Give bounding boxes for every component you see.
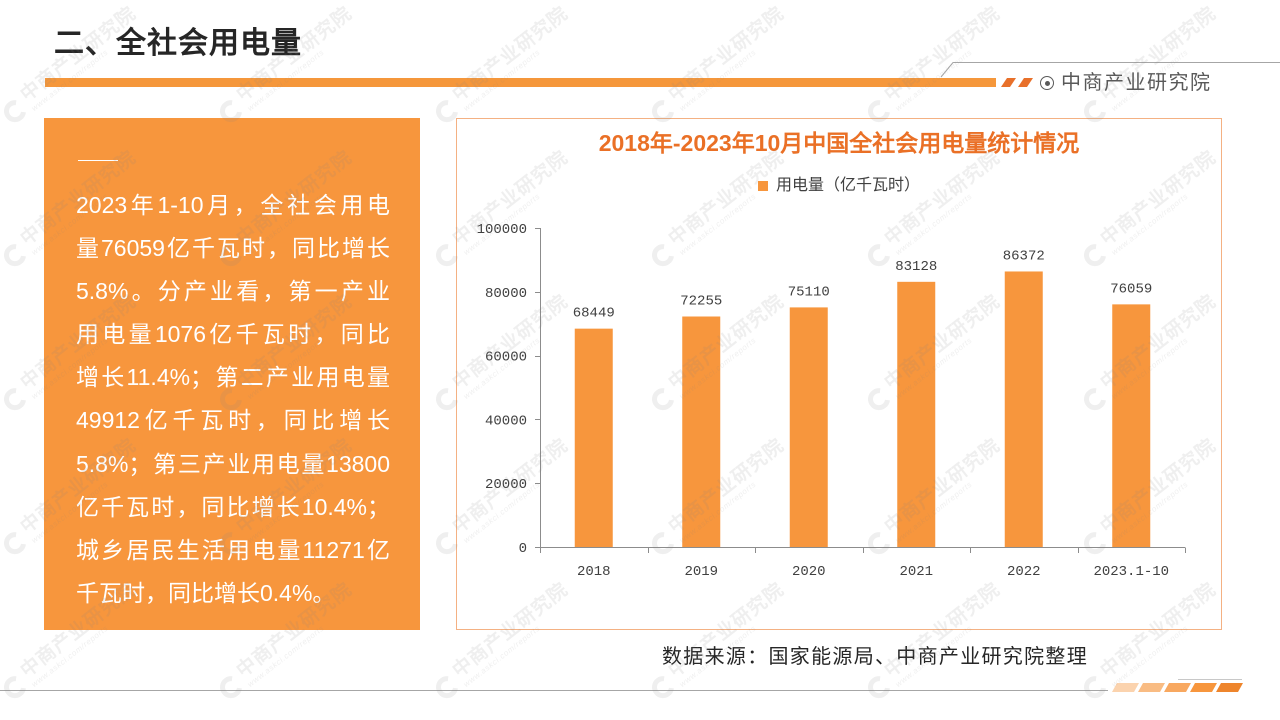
summary-panel: 2023年1-10月，全社会用电 量76059亿千瓦时，同比增长 5.8%。分产… xyxy=(44,118,420,630)
circle-dot-icon xyxy=(1040,76,1054,90)
footer-slash-mark xyxy=(1138,683,1165,692)
bar xyxy=(789,307,828,547)
y-tick-label: 60000 xyxy=(485,350,527,366)
brand-logo: 中商产业研究院 xyxy=(1040,70,1212,96)
data-label: 76059 xyxy=(1110,281,1152,297)
summary-line: 49912亿千瓦时，同比增长 xyxy=(76,407,390,434)
y-tick-label: 20000 xyxy=(485,477,527,493)
data-label: 83128 xyxy=(895,259,937,275)
footer-slash-mark xyxy=(1112,683,1139,692)
data-label: 68449 xyxy=(573,306,615,322)
footer-slash-mark xyxy=(1216,683,1243,692)
header-accent-bar xyxy=(45,78,996,87)
header-corner-line xyxy=(940,62,1280,78)
bar xyxy=(1112,304,1151,547)
summary-divider xyxy=(78,160,118,161)
x-tick-label: 2021 xyxy=(899,564,933,580)
header-slash-mark xyxy=(1018,78,1033,87)
y-tick-label: 100000 xyxy=(477,222,527,238)
bar xyxy=(1004,271,1043,547)
y-tick-label: 80000 xyxy=(485,286,527,302)
summary-text: 2023年1-10月，全社会用电 量76059亿千瓦时，同比增长 5.8%。分产… xyxy=(76,184,390,615)
chart-panel: 2018年-2023年10月中国全社会用电量统计情况 用电量（亿千瓦时） 684… xyxy=(456,118,1222,630)
legend-label: 用电量（亿千瓦时） xyxy=(775,177,920,194)
summary-line: 增长11.4%；第二产业用电量 xyxy=(76,364,390,391)
source-note: 数据来源：国家能源局、中商产业研究院整理 xyxy=(662,646,1088,668)
chart-legend: 用电量（亿千瓦时） xyxy=(457,175,1221,197)
data-label: 86372 xyxy=(1003,248,1045,264)
y-tick-label: 0 xyxy=(519,541,527,557)
summary-line: 亿千瓦时，同比增长10.4%； xyxy=(76,493,390,520)
summary-line: 2023年1-10月，全社会用电 xyxy=(76,192,390,218)
summary-line: 城乡居民生活用电量11271亿 xyxy=(76,536,390,563)
bars xyxy=(574,271,1151,547)
summary-line: 5.8%。分产业看，第一产业 xyxy=(76,278,390,305)
data-label: 75110 xyxy=(788,284,830,300)
header-slash-mark xyxy=(1001,78,1016,87)
bar-chart: 68449 2018 72255 2019 75110 2020 83128 2021 8637… xyxy=(477,222,1186,580)
page-title: 二、全社会用电量 xyxy=(54,27,302,60)
summary-line: 用电量1076亿千瓦时，同比 xyxy=(76,321,390,348)
summary-line: 量76059亿千瓦时，同比增长 xyxy=(76,235,390,262)
brand-name: 中商产业研究院 xyxy=(1061,72,1212,94)
chart-title: 2018年-2023年10月中国全社会用电量统计情况 xyxy=(598,130,1080,156)
x-tick-label: 2022 xyxy=(1007,564,1041,580)
bar xyxy=(682,316,721,547)
y-tick-label: 40000 xyxy=(485,413,527,429)
footer-slash-mark xyxy=(1190,683,1217,692)
bar xyxy=(574,328,613,547)
legend-swatch xyxy=(757,181,768,191)
summary-line: 千瓦时，同比增长0.4%。 xyxy=(76,579,336,606)
x-tick-label: 2018 xyxy=(577,564,611,580)
summary-line: 5.8%；第三产业用电量13800 xyxy=(76,450,390,477)
data-label: 72255 xyxy=(680,294,722,310)
x-tick-label: 2023.1-10 xyxy=(1093,564,1169,580)
footer-slash-mark xyxy=(1164,683,1191,692)
x-tick-label: 2019 xyxy=(684,564,718,580)
x-tick-label: 2020 xyxy=(792,564,826,580)
bar xyxy=(897,281,936,547)
